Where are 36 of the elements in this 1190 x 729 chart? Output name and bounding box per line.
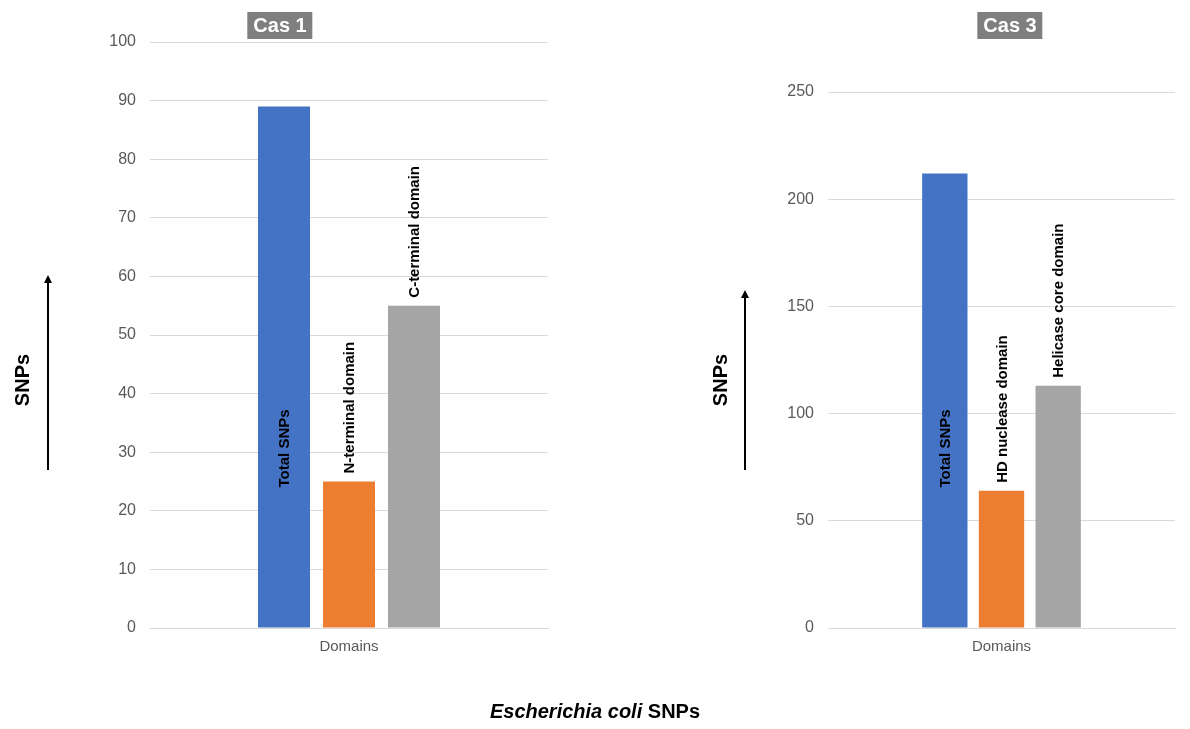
y-tick-label: 10 bbox=[118, 559, 137, 577]
text: HD nuclease domain bbox=[992, 335, 1010, 483]
y-tick-label: 30 bbox=[118, 442, 137, 460]
text: Helicase core domain bbox=[1049, 223, 1067, 378]
y-tick-label: 200 bbox=[787, 189, 815, 207]
series-label: Total SNPs bbox=[274, 409, 292, 488]
text: N-terminal domain bbox=[340, 341, 357, 474]
y-tick-label: 40 bbox=[118, 384, 137, 402]
y-tick-label: 90 bbox=[118, 91, 137, 109]
y-tick-label: 80 bbox=[118, 149, 137, 167]
series-label: Total SNPs bbox=[935, 409, 953, 488]
y-tick-label: 150 bbox=[787, 296, 815, 314]
y-axis-title: SNPs bbox=[708, 353, 732, 407]
text: C-terminal domain bbox=[405, 166, 423, 298]
y-tick-label: 0 bbox=[127, 618, 137, 636]
y-tick-label: 250 bbox=[787, 82, 815, 100]
y-tick-label: 100 bbox=[109, 32, 137, 50]
y-tick-label: 60 bbox=[118, 266, 137, 284]
bar bbox=[1035, 385, 1081, 628]
chart-title: Cas 3 bbox=[977, 12, 1043, 39]
y-tick-label: 50 bbox=[118, 325, 137, 343]
y-tick-label: 70 bbox=[118, 208, 137, 226]
bar bbox=[323, 481, 375, 628]
y-tick-label: 20 bbox=[118, 501, 137, 519]
y-tick-label: 100 bbox=[787, 404, 815, 422]
text: Escherichia coli SNPs bbox=[488, 700, 702, 723]
chart-title: Cas 1 bbox=[247, 12, 313, 39]
y-axis-title: SNPs bbox=[10, 353, 34, 407]
y-tick-label: 0 bbox=[805, 618, 815, 636]
bar bbox=[388, 305, 441, 628]
y-tick-label: 50 bbox=[796, 511, 815, 529]
bar bbox=[978, 490, 1025, 628]
x-tick-label: Domains bbox=[971, 637, 1032, 655]
bar bbox=[257, 106, 310, 628]
x-tick-label: Domains bbox=[319, 637, 379, 655]
bar bbox=[922, 173, 968, 628]
